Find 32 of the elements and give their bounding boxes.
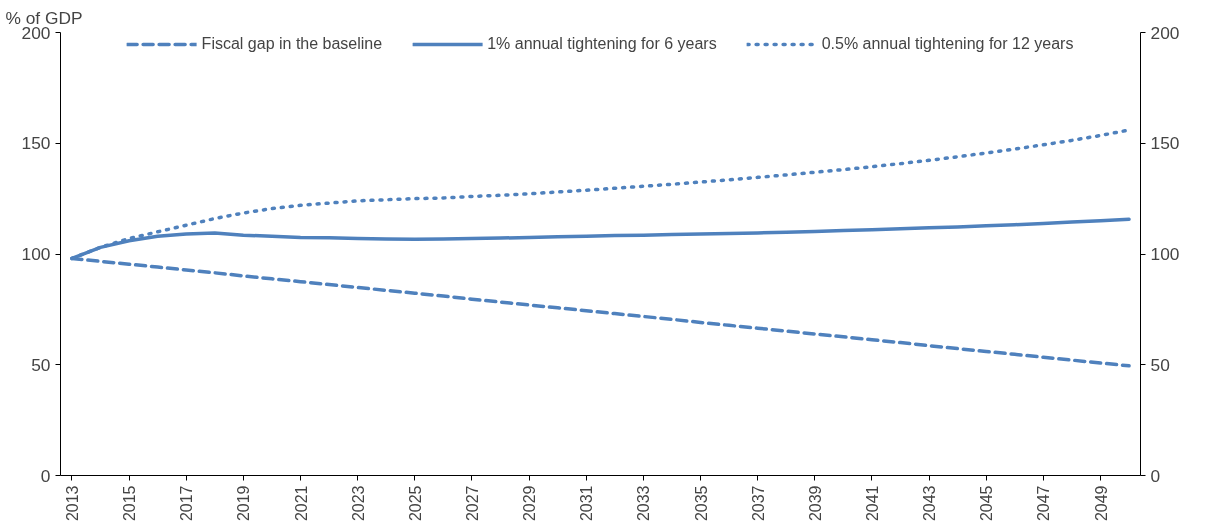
x-tick-label: 2049 <box>1092 485 1110 522</box>
x-tick-label: 2047 <box>1035 485 1053 522</box>
x-tick-label: 2041 <box>863 485 881 522</box>
legend-label: Fiscal gap in the baseline <box>201 35 383 53</box>
x-tick-label: 2039 <box>806 485 824 522</box>
x-tick-label: 2031 <box>578 485 596 522</box>
legend-label: 1% annual tightening for 6 years <box>487 35 717 53</box>
legend-label: 0.5% annual tightening for 12 years <box>821 35 1074 53</box>
y-tick-label: 0 <box>40 465 51 486</box>
x-tick-label: 2021 <box>292 485 310 522</box>
x-tick-label: 2045 <box>978 485 996 522</box>
y-tick-label: 50 <box>31 354 51 375</box>
x-tick-label: 2043 <box>921 485 939 522</box>
y-tick-label: 100 <box>21 244 51 264</box>
x-tick-label: 2025 <box>406 485 424 522</box>
x-tick-label: 2015 <box>121 485 139 522</box>
x-tick-label: 2019 <box>235 485 253 522</box>
y2-tick-label: 200 <box>1150 22 1180 43</box>
x-tick-label: 2029 <box>521 485 539 522</box>
y2-tick-label: 100 <box>1150 244 1180 264</box>
x-tick-label: 2013 <box>63 485 81 522</box>
y-tick-label: 150 <box>21 133 51 154</box>
x-tick-label: 2033 <box>635 485 653 522</box>
y2-tick-label: 50 <box>1150 354 1170 375</box>
y2-tick-label: 0 <box>1150 465 1161 486</box>
x-tick-label: 2035 <box>692 485 710 522</box>
x-tick-label: 2023 <box>349 485 367 522</box>
y2-tick-label: 150 <box>1150 133 1180 154</box>
x-tick-label: 2037 <box>749 485 767 522</box>
y-axis-title: % of GDP <box>5 7 83 28</box>
x-tick-label: 2017 <box>178 485 196 522</box>
x-tick-label: 2027 <box>463 485 481 522</box>
